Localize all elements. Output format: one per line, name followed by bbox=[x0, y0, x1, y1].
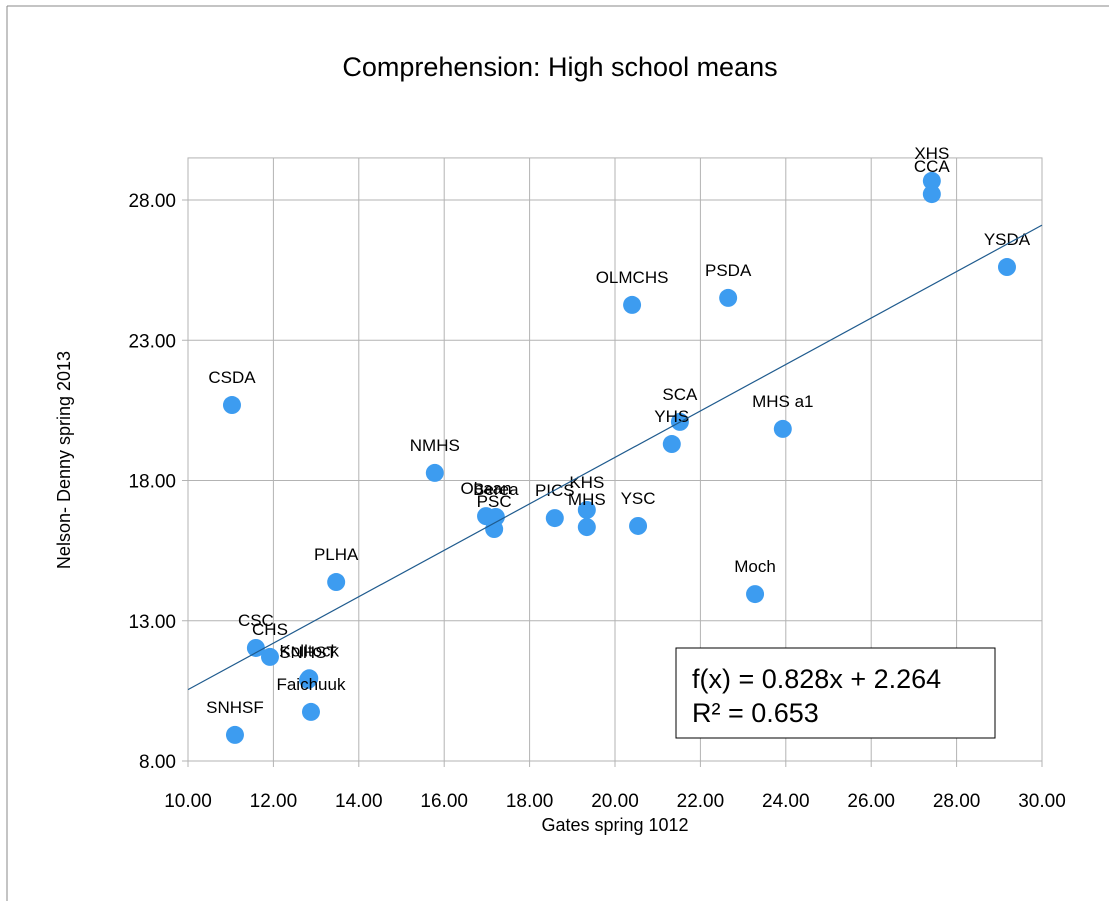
point-label: Berea bbox=[473, 480, 519, 499]
y-tick-label: 23.00 bbox=[128, 331, 176, 352]
point bbox=[773, 419, 792, 438]
point-label: Moch bbox=[734, 557, 776, 576]
point bbox=[997, 258, 1016, 277]
point-label: MHS a1 bbox=[752, 392, 813, 411]
point bbox=[425, 463, 444, 482]
trend-equation: f(x) = 0.828x + 2.264 bbox=[692, 664, 941, 694]
y-tick-label: 13.00 bbox=[128, 612, 176, 633]
x-axis-title: Gates spring 1012 bbox=[541, 815, 688, 835]
y-tick-label: 8.00 bbox=[139, 752, 176, 773]
y-axis-title: Nelson- Denny spring 2013 bbox=[54, 351, 74, 569]
point bbox=[260, 647, 279, 666]
point bbox=[301, 702, 320, 721]
trendline bbox=[187, 224, 1043, 691]
plot-border bbox=[187, 157, 1043, 762]
point-label: NMHS bbox=[410, 436, 460, 455]
y-tick-label: 28.00 bbox=[128, 191, 176, 212]
point bbox=[485, 520, 504, 539]
point bbox=[719, 288, 738, 307]
point bbox=[577, 500, 596, 519]
x-tick-label: 30.00 bbox=[1018, 791, 1066, 812]
x-tick-label: 14.00 bbox=[335, 791, 383, 812]
x-tick-label: 18.00 bbox=[506, 791, 554, 812]
point-label: MHS bbox=[568, 490, 606, 509]
point-label: XHS bbox=[914, 144, 949, 163]
point bbox=[922, 171, 941, 190]
x-tick-label: 16.00 bbox=[420, 791, 468, 812]
point bbox=[545, 509, 564, 528]
x-tick-label: 10.00 bbox=[164, 791, 212, 812]
point bbox=[629, 516, 648, 535]
point-label: Obaan bbox=[461, 479, 512, 498]
x-tick-label: 26.00 bbox=[847, 791, 895, 812]
point-label: PSDA bbox=[705, 261, 752, 280]
point bbox=[577, 518, 596, 537]
point-label: YHS bbox=[654, 407, 689, 426]
point-label: YSC bbox=[621, 489, 656, 508]
chart-title: Comprehension: High school means bbox=[342, 52, 777, 82]
point bbox=[246, 638, 265, 657]
point-label: CHS bbox=[252, 620, 288, 639]
point-label: SNHST bbox=[279, 643, 337, 662]
x-tick-label: 12.00 bbox=[250, 791, 298, 812]
trend-box bbox=[675, 647, 996, 739]
point bbox=[327, 573, 346, 592]
point bbox=[662, 435, 681, 454]
point-label: OLMCHS bbox=[596, 268, 669, 287]
point-label: PSC bbox=[477, 492, 512, 511]
x-tick-label: 28.00 bbox=[933, 791, 981, 812]
point bbox=[300, 669, 319, 688]
point bbox=[623, 295, 642, 314]
x-tick-label: 20.00 bbox=[591, 791, 639, 812]
x-tick-label: 24.00 bbox=[762, 791, 810, 812]
point bbox=[225, 725, 244, 744]
point-label: CSDA bbox=[208, 368, 256, 387]
trend-r2: R² = 0.653 bbox=[692, 698, 819, 728]
y-tick-label: 18.00 bbox=[128, 472, 176, 493]
point bbox=[746, 585, 765, 604]
point-label: CCA bbox=[914, 157, 951, 176]
point-label: CSC bbox=[238, 611, 274, 630]
point bbox=[922, 185, 941, 204]
point-label: SNHSF bbox=[206, 698, 264, 717]
point-label: YSDA bbox=[984, 230, 1031, 249]
point-label: PLHA bbox=[314, 545, 359, 564]
point-label: Faichuuk bbox=[276, 675, 345, 694]
point-label: Kolltock bbox=[280, 641, 340, 660]
x-tick-label: 22.00 bbox=[677, 791, 725, 812]
point-label: SCA bbox=[662, 385, 698, 404]
point bbox=[222, 396, 241, 415]
